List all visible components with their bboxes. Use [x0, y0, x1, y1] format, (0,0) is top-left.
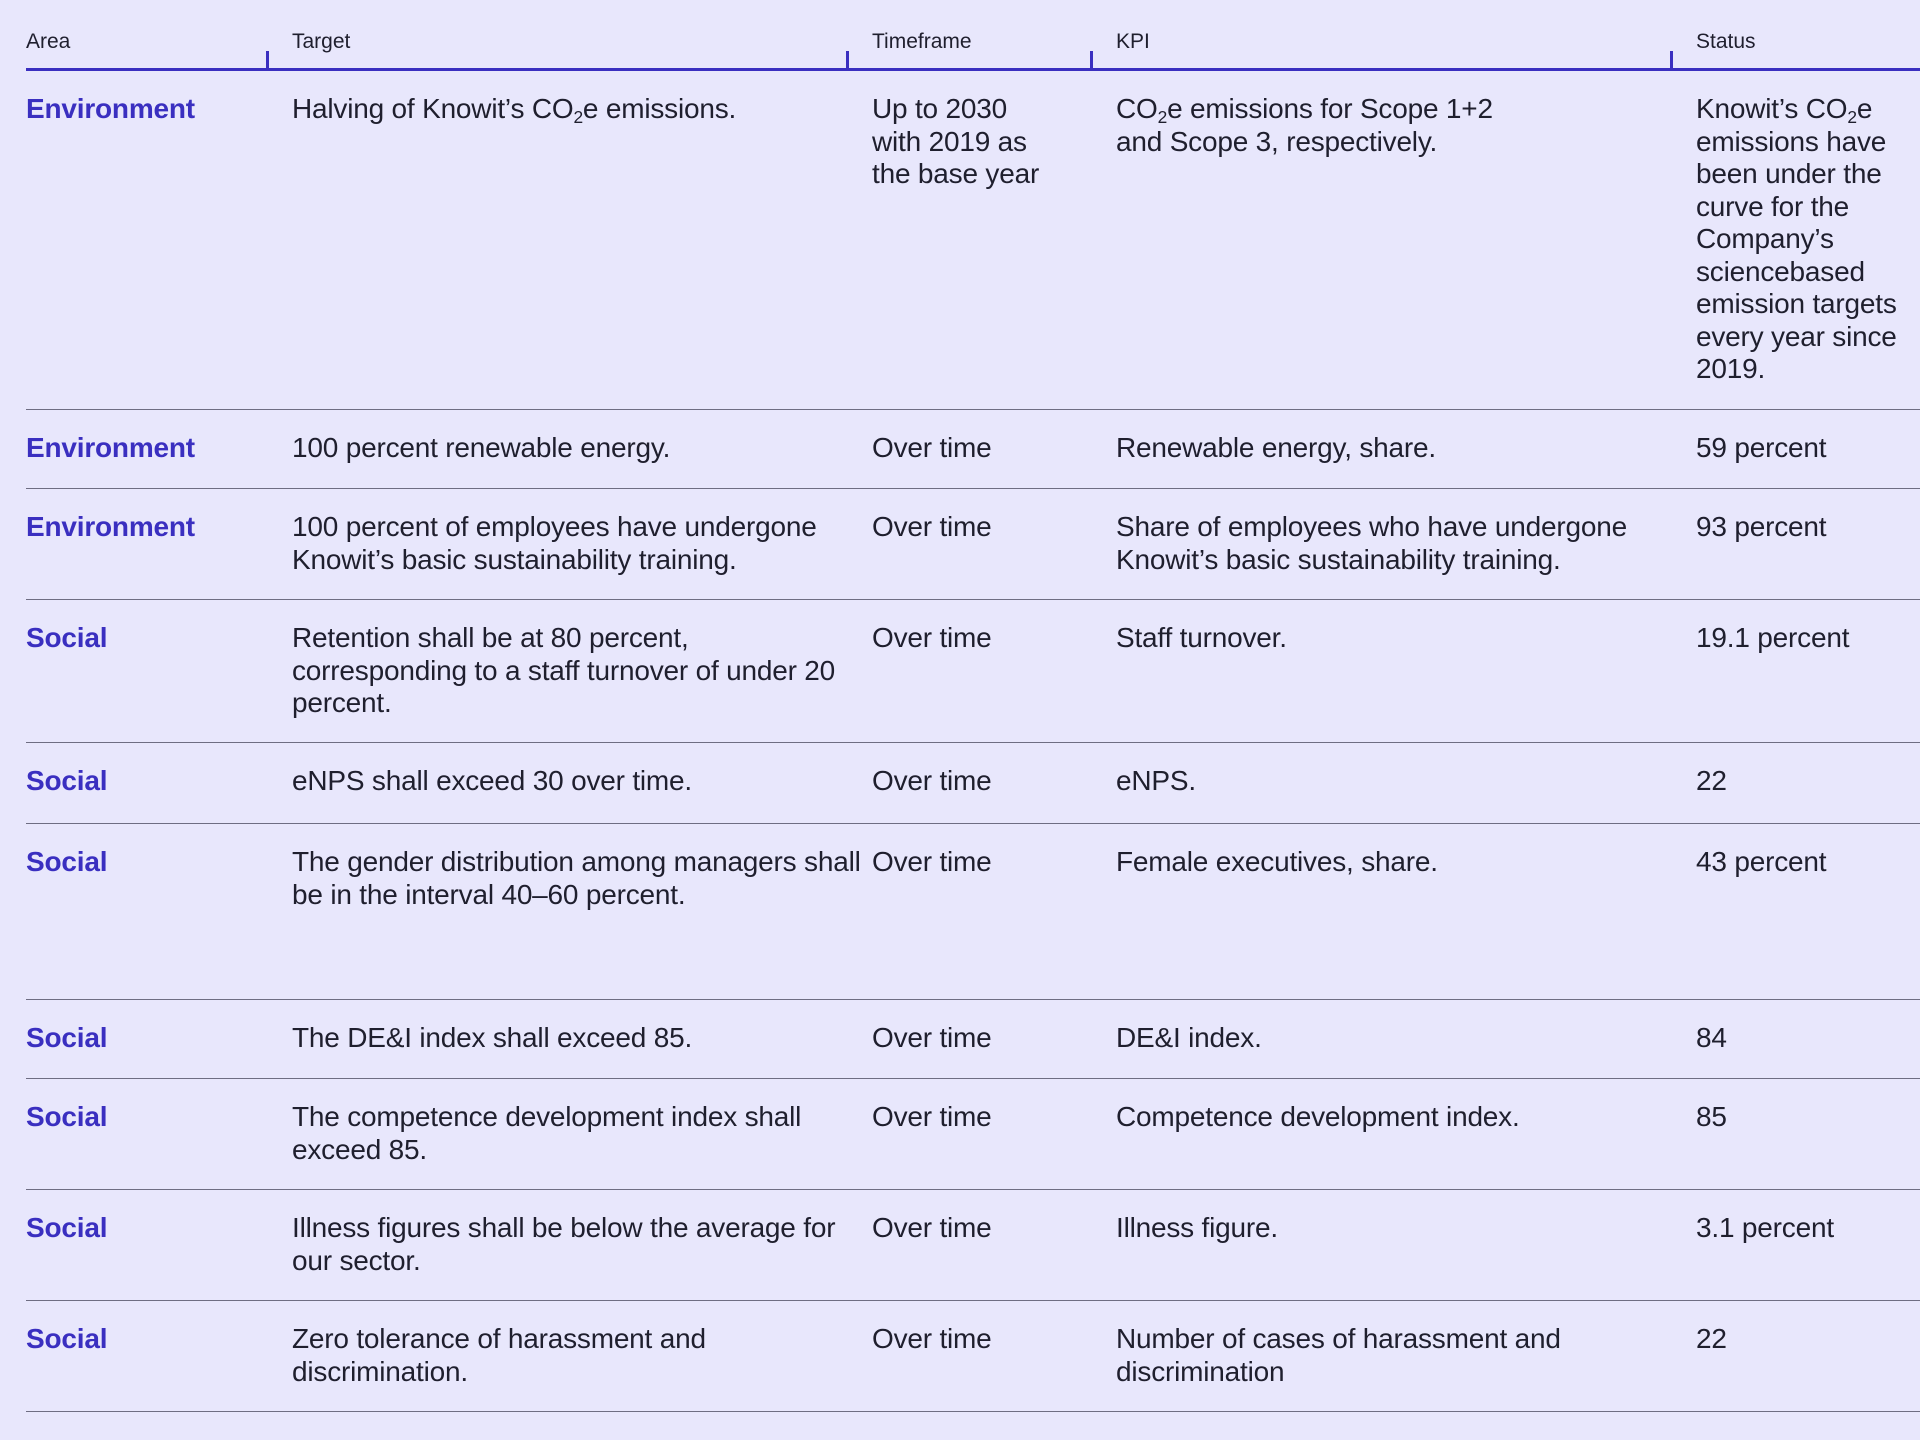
kpi-cell: eNPS. — [1116, 765, 1196, 796]
table-row: Social Zero tolerance of harassment and … — [26, 1301, 1920, 1412]
status-text: e emissions have been under the curve fo… — [1696, 93, 1897, 384]
target-cell: Illness figures shall be below the avera… — [292, 1212, 836, 1276]
status-cell: Knowit’s CO2e emissions have been under … — [1696, 93, 1920, 386]
kpi-cell: Renewable energy, share. — [1116, 432, 1436, 463]
timeframe-cell: Over time — [872, 765, 992, 796]
target-cell: Zero tolerance of harassment and discrim… — [292, 1323, 706, 1387]
target-cell: eNPS shall exceed 30 over time. — [292, 765, 693, 796]
timeframe-cell: Over time — [872, 1323, 992, 1354]
target-cell: Retention shall be at 80 percent, corres… — [292, 622, 836, 718]
column-header-timeframe: Timeframe — [872, 30, 972, 53]
table-row: Social eNPS shall exceed 30 over time. O… — [26, 743, 1920, 824]
column-header-target: Target — [292, 30, 351, 53]
kpi-cell: Illness figure. — [1116, 1212, 1278, 1243]
column-header-area: Area — [26, 30, 71, 53]
kpi-cell: Female executives, share. — [1116, 846, 1438, 877]
column-divider-tick — [266, 51, 269, 68]
column-header-kpi: KPI — [1116, 30, 1150, 53]
timeframe-cell: Over time — [872, 846, 992, 877]
area-cell: Environment — [26, 93, 195, 124]
status-cell: 93 percent — [1696, 511, 1827, 542]
target-cell: The competence development index shall e… — [292, 1101, 802, 1165]
table-row: Environment 100 percent of employees hav… — [26, 489, 1920, 600]
status-cell: 22 — [1696, 1323, 1727, 1354]
table-row: Social The gender distribution among man… — [26, 824, 1920, 1000]
target-text: e emissions. — [582, 93, 737, 124]
status-cell: 22 — [1696, 765, 1727, 796]
target-cell: The DE&I index shall exceed 85. — [292, 1022, 693, 1053]
target-cell: Halving of Knowit’s CO2e emissions. — [292, 93, 862, 126]
status-text: Knowit’s CO — [1696, 93, 1848, 124]
subscript: 2 — [1847, 106, 1857, 127]
area-cell: Social — [26, 765, 108, 796]
timeframe-cell: Over time — [872, 1212, 992, 1243]
area-cell: Social — [26, 1101, 108, 1132]
column-divider-tick — [1670, 51, 1673, 68]
status-cell: 43 percent — [1696, 846, 1827, 877]
table-row: Environment Halving of Knowit’s CO2e emi… — [26, 71, 1920, 410]
kpi-cell: Number of cases of harassment and discri… — [1116, 1323, 1561, 1387]
area-cell: Social — [26, 1212, 108, 1243]
kpi-cell: Competence development index. — [1116, 1101, 1520, 1132]
target-text: Halving of Knowit’s CO — [292, 93, 574, 124]
status-cell: 3.1 percent — [1696, 1212, 1834, 1243]
status-cell: 19.1 percent — [1696, 622, 1850, 653]
kpi-cell: Staff turnover. — [1116, 622, 1287, 653]
area-cell: Social — [26, 622, 108, 653]
table-row: Social Retention shall be at 80 percent,… — [26, 600, 1920, 743]
status-cell: 59 percent — [1696, 432, 1827, 463]
kpi-cell: Share of employees who have undergone Kn… — [1116, 511, 1627, 575]
table-row: Social The DE&I index shall exceed 85. O… — [26, 1000, 1920, 1079]
kpi-cell: CO2e emissions for Scope 1+2 and Scope 3… — [1116, 93, 1536, 158]
status-cell: 84 — [1696, 1022, 1727, 1053]
sustainability-targets-table: Area Target Timeframe KPI Status Environ… — [26, 0, 1920, 1412]
column-divider-tick — [1090, 51, 1093, 68]
kpi-text: CO — [1116, 93, 1158, 124]
subscript: 2 — [573, 106, 583, 127]
area-cell: Environment — [26, 432, 195, 463]
table-row: Social The competence development index … — [26, 1079, 1920, 1190]
area-cell: Social — [26, 1323, 108, 1354]
area-cell: Environment — [26, 511, 195, 542]
table-row: Environment 100 percent renewable energy… — [26, 410, 1920, 489]
target-cell: 100 percent of employees have undergone … — [292, 511, 817, 575]
area-cell: Social — [26, 846, 108, 877]
target-cell: 100 percent renewable energy. — [292, 432, 671, 463]
table-row: Social Illness figures shall be below th… — [26, 1190, 1920, 1301]
status-cell: 85 — [1696, 1101, 1727, 1132]
timeframe-cell: Over time — [872, 432, 992, 463]
timeframe-cell: Over time — [872, 1101, 992, 1132]
timeframe-cell: Over time — [872, 511, 992, 542]
column-divider-tick — [846, 51, 849, 68]
timeframe-cell: Up to 2030 with 2019 as the base year — [872, 93, 1040, 189]
target-cell: The gender distribution among managers s… — [292, 846, 861, 910]
timeframe-cell: Over time — [872, 622, 992, 653]
area-cell: Social — [26, 1022, 108, 1053]
kpi-cell: DE&I index. — [1116, 1022, 1262, 1053]
column-header-status: Status — [1696, 30, 1756, 53]
subscript: 2 — [1157, 106, 1168, 127]
timeframe-cell: Over time — [872, 1022, 992, 1053]
table-header: Area Target Timeframe KPI Status — [26, 0, 1920, 71]
kpi-text: e emissions for Scope 1+2 and Scope 3, r… — [1116, 93, 1493, 157]
